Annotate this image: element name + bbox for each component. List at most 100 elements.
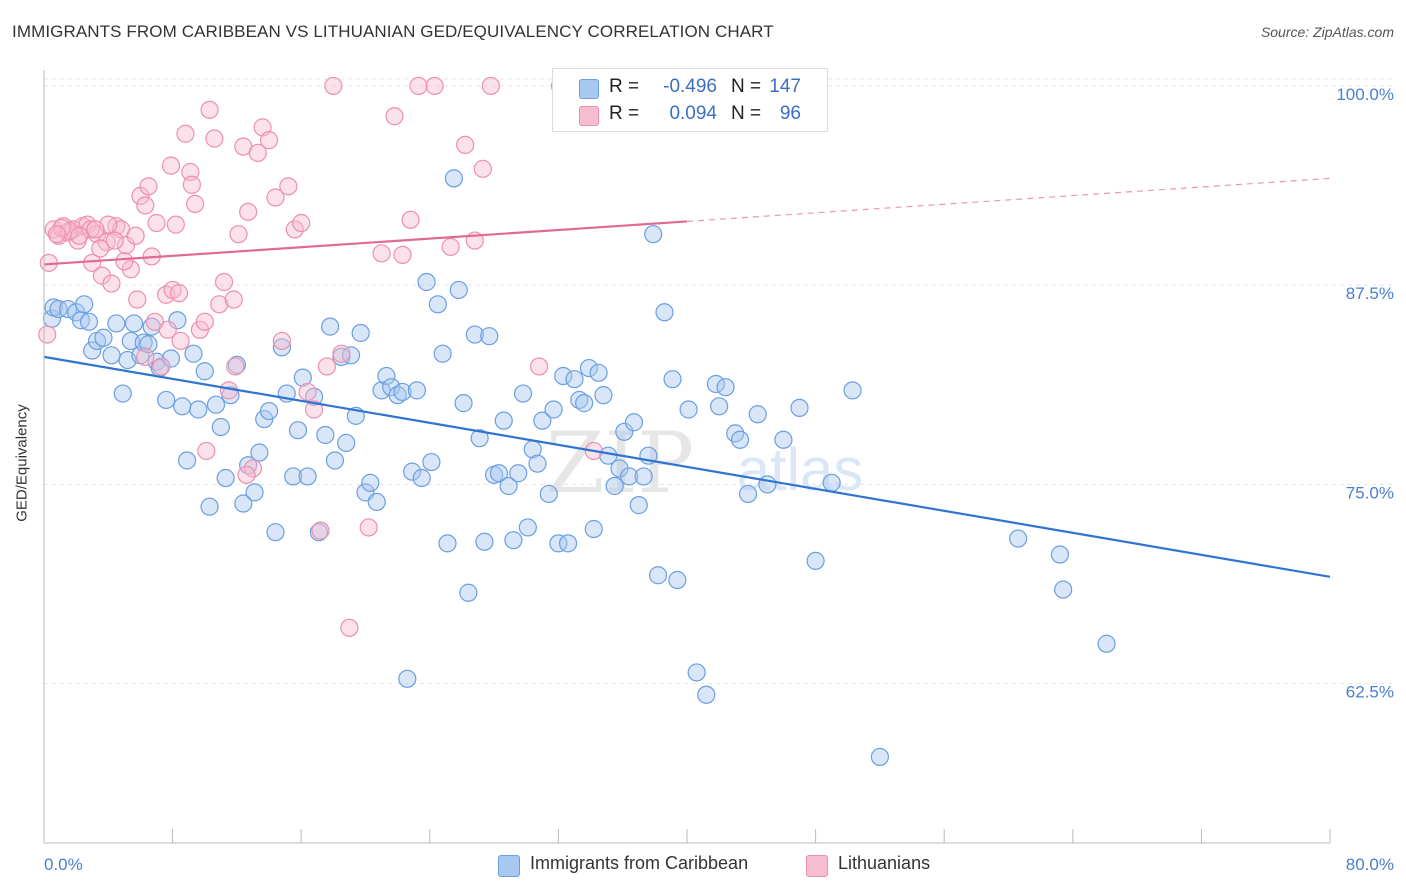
data-point [279,177,298,196]
data-point [843,381,862,400]
chart-title: IMMIGRANTS FROM CARIBBEAN VS LITHUANIAN … [12,22,774,41]
data-point [554,366,573,386]
data-point [189,400,208,419]
data-point [589,363,608,382]
legend-label: Lithuanians [838,853,931,873]
data-point [509,464,528,483]
data-point [504,531,523,550]
data-point [311,521,330,540]
data-point [605,476,624,496]
data-point [444,169,464,188]
data-point [195,362,214,381]
data-point [337,433,356,453]
data-point [1050,545,1070,564]
data-point [266,188,285,207]
data-point [259,131,279,150]
data-point [195,312,214,331]
data-point [716,378,735,397]
data-point [200,497,219,516]
data-point [403,462,422,481]
x-tick-label-max: 80.0% [1346,855,1394,874]
data-point [340,618,359,637]
n-value: 96 [779,103,801,124]
data-point [229,225,248,244]
data-point [139,177,158,196]
data-point [176,124,195,143]
data-point [629,496,648,515]
x-tick-label-min: 0.0% [44,855,83,874]
data-point [266,523,285,542]
data-point [205,129,224,148]
data-point [706,374,726,394]
data-point [438,534,457,553]
data-point [1097,634,1116,653]
pink-swatch [579,106,599,126]
trend-lines [43,177,1331,578]
r-value: -0.496 [663,76,717,97]
data-point [412,468,431,488]
data-point [325,451,345,470]
data-point [417,272,436,292]
data-point [226,357,245,376]
data-point [324,76,343,96]
data-point [473,159,492,178]
data-point [200,100,219,119]
data-point [115,252,134,271]
trend-line-solid [43,355,1331,578]
data-point [620,467,639,486]
data-point [317,357,337,376]
data-point [530,357,549,376]
data-point [210,295,229,314]
data-point [224,290,243,309]
data-point [359,518,378,537]
data-point [594,386,613,405]
data-point [206,395,226,414]
data-point [116,236,136,255]
data-point [81,220,100,239]
data-point [428,295,447,314]
data-point [86,220,105,239]
y-tick-label: 62.5% [1346,683,1394,702]
data-point [292,213,311,233]
data-point [298,467,317,486]
data-point [480,327,499,346]
data-point [398,669,417,688]
data-point [758,475,777,494]
data-point [367,492,386,512]
data-point [197,441,216,461]
data-point [425,76,444,96]
data-point [481,76,500,96]
y-tick-label: 75.0% [1346,483,1394,502]
data-point [401,210,420,229]
data-point [655,303,674,322]
data-point [634,467,653,486]
data-point [1009,529,1028,548]
data-point [158,320,177,339]
data-point [558,534,578,553]
trend-line-solid [43,220,688,266]
data-point [806,551,825,570]
data-point [83,341,102,360]
data-point [245,483,264,502]
data-point [47,225,66,244]
data-point [173,397,192,416]
data-point [790,398,809,417]
data-point [393,245,412,264]
source-label: Source: ZipAtlas.com [1260,24,1394,40]
data-point [513,384,533,403]
data-point [663,370,682,389]
legend-swatch-blue [498,855,520,877]
data-point [169,284,189,303]
data-point [822,473,841,492]
data-point [774,430,793,449]
data-point [475,532,494,551]
data-point [177,451,197,470]
data-point [107,314,126,333]
data-point [730,430,750,449]
data-point [668,570,687,590]
data-point [184,344,203,363]
data-point [152,357,171,376]
data-point [272,338,292,357]
trend-line-dashed [686,177,1331,223]
